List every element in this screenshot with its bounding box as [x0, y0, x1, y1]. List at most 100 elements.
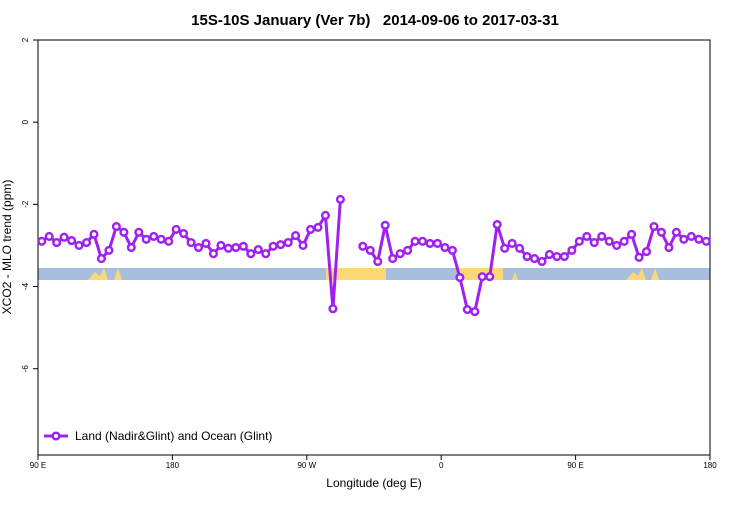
- data-point: [701, 236, 711, 246]
- y-tick-label: -2: [21, 200, 30, 208]
- land-area: [114, 268, 122, 280]
- data-point: [298, 240, 308, 250]
- data-point: [320, 210, 331, 221]
- data-point: [567, 245, 577, 255]
- land-area: [651, 268, 659, 280]
- data-point: [477, 272, 487, 282]
- data-point: [328, 304, 338, 314]
- x-axis-title: Longitude (deg E): [326, 476, 421, 490]
- data-point: [410, 236, 420, 246]
- y-tick-label: -6: [21, 365, 30, 373]
- data-point: [141, 234, 151, 244]
- data-point: [485, 272, 495, 282]
- x-tick-label: 90 E: [567, 461, 583, 470]
- data-point: [447, 245, 457, 255]
- y-axis-title: XCO2 - MLO trend (ppm): [0, 180, 14, 315]
- data-point: [515, 243, 525, 253]
- data-point: [253, 245, 263, 255]
- data-point: [74, 240, 84, 250]
- x-tick-label: 0: [439, 461, 444, 470]
- chart-title: 15S-10S January (Ver 7b) 2014-09-06 to 2…: [191, 12, 559, 29]
- data-point: [537, 256, 547, 267]
- data-point: [134, 227, 144, 237]
- data-point: [104, 245, 114, 255]
- data-point: [89, 229, 99, 239]
- data-point: [373, 256, 383, 267]
- data-point: [171, 224, 181, 234]
- data-point: [507, 238, 517, 248]
- data-point: [179, 228, 189, 239]
- data-point: [126, 242, 136, 253]
- data-point: [649, 221, 659, 232]
- data-point: [37, 236, 47, 246]
- data-point: [604, 236, 614, 246]
- data-point: [559, 251, 569, 262]
- data-point: [432, 238, 443, 248]
- data-point: [694, 234, 704, 244]
- data-point: [81, 238, 92, 248]
- data-point: [679, 234, 689, 244]
- land-area: [88, 268, 108, 280]
- data-point: [365, 245, 375, 255]
- data-point: [462, 304, 472, 315]
- data-point: [208, 249, 219, 259]
- series-line: [40, 199, 707, 314]
- x-tick-label: 90 E: [30, 461, 46, 470]
- data-point: [149, 231, 159, 241]
- data-point: [455, 272, 465, 283]
- land-ocean-strip: [38, 268, 710, 280]
- x-tick-label: 180: [703, 461, 717, 470]
- data-point: [261, 249, 271, 259]
- plot-frame: [37, 39, 711, 456]
- data-point: [544, 249, 555, 260]
- data-point: [186, 238, 196, 248]
- data-point: [582, 231, 592, 241]
- data-point: [119, 227, 129, 237]
- data-point: [44, 231, 54, 241]
- data-point: [305, 224, 316, 234]
- data-point: [425, 238, 435, 248]
- data-point: [238, 241, 248, 251]
- data-point: [686, 231, 696, 241]
- data-point: [664, 242, 674, 253]
- data-point: [597, 231, 607, 241]
- x-tick-label: 90 W: [297, 461, 316, 470]
- data-point: [201, 238, 211, 248]
- data-point: [358, 241, 368, 251]
- y-tick-label: 2: [21, 37, 30, 42]
- data-point: [52, 238, 62, 248]
- data-point: [335, 194, 345, 204]
- data-point: [492, 219, 502, 230]
- data-point: [634, 252, 644, 262]
- legend-item: Land (Nadir&Glint) and Ocean (Glint): [44, 429, 272, 443]
- data-point: [388, 254, 398, 264]
- data-point: [193, 242, 204, 253]
- data-point: [627, 229, 637, 239]
- legend-marker: [51, 431, 61, 441]
- data-point: [223, 243, 233, 253]
- data-point: [59, 232, 69, 242]
- data-point: [313, 222, 323, 232]
- data-point: [67, 235, 77, 246]
- land-area: [626, 268, 646, 280]
- data-point: [164, 236, 174, 246]
- data-point: [216, 240, 226, 250]
- data-point: [574, 236, 584, 246]
- data-point: [522, 251, 532, 262]
- data-point: [417, 236, 428, 246]
- data-point: [671, 227, 681, 237]
- data-point: [589, 238, 599, 248]
- data-point: [403, 245, 413, 255]
- data-point: [529, 254, 540, 264]
- legend-label: Land (Nadir&Glint) and Ocean (Glint): [75, 429, 272, 443]
- land-area: [512, 272, 518, 280]
- data-point: [291, 231, 301, 241]
- data-point: [276, 240, 286, 250]
- data-point: [641, 247, 652, 257]
- x-tick-label: 180: [166, 461, 180, 470]
- data-point: [656, 227, 667, 237]
- data-point: [395, 249, 405, 259]
- data-point: [440, 242, 450, 253]
- data-point: [470, 307, 480, 317]
